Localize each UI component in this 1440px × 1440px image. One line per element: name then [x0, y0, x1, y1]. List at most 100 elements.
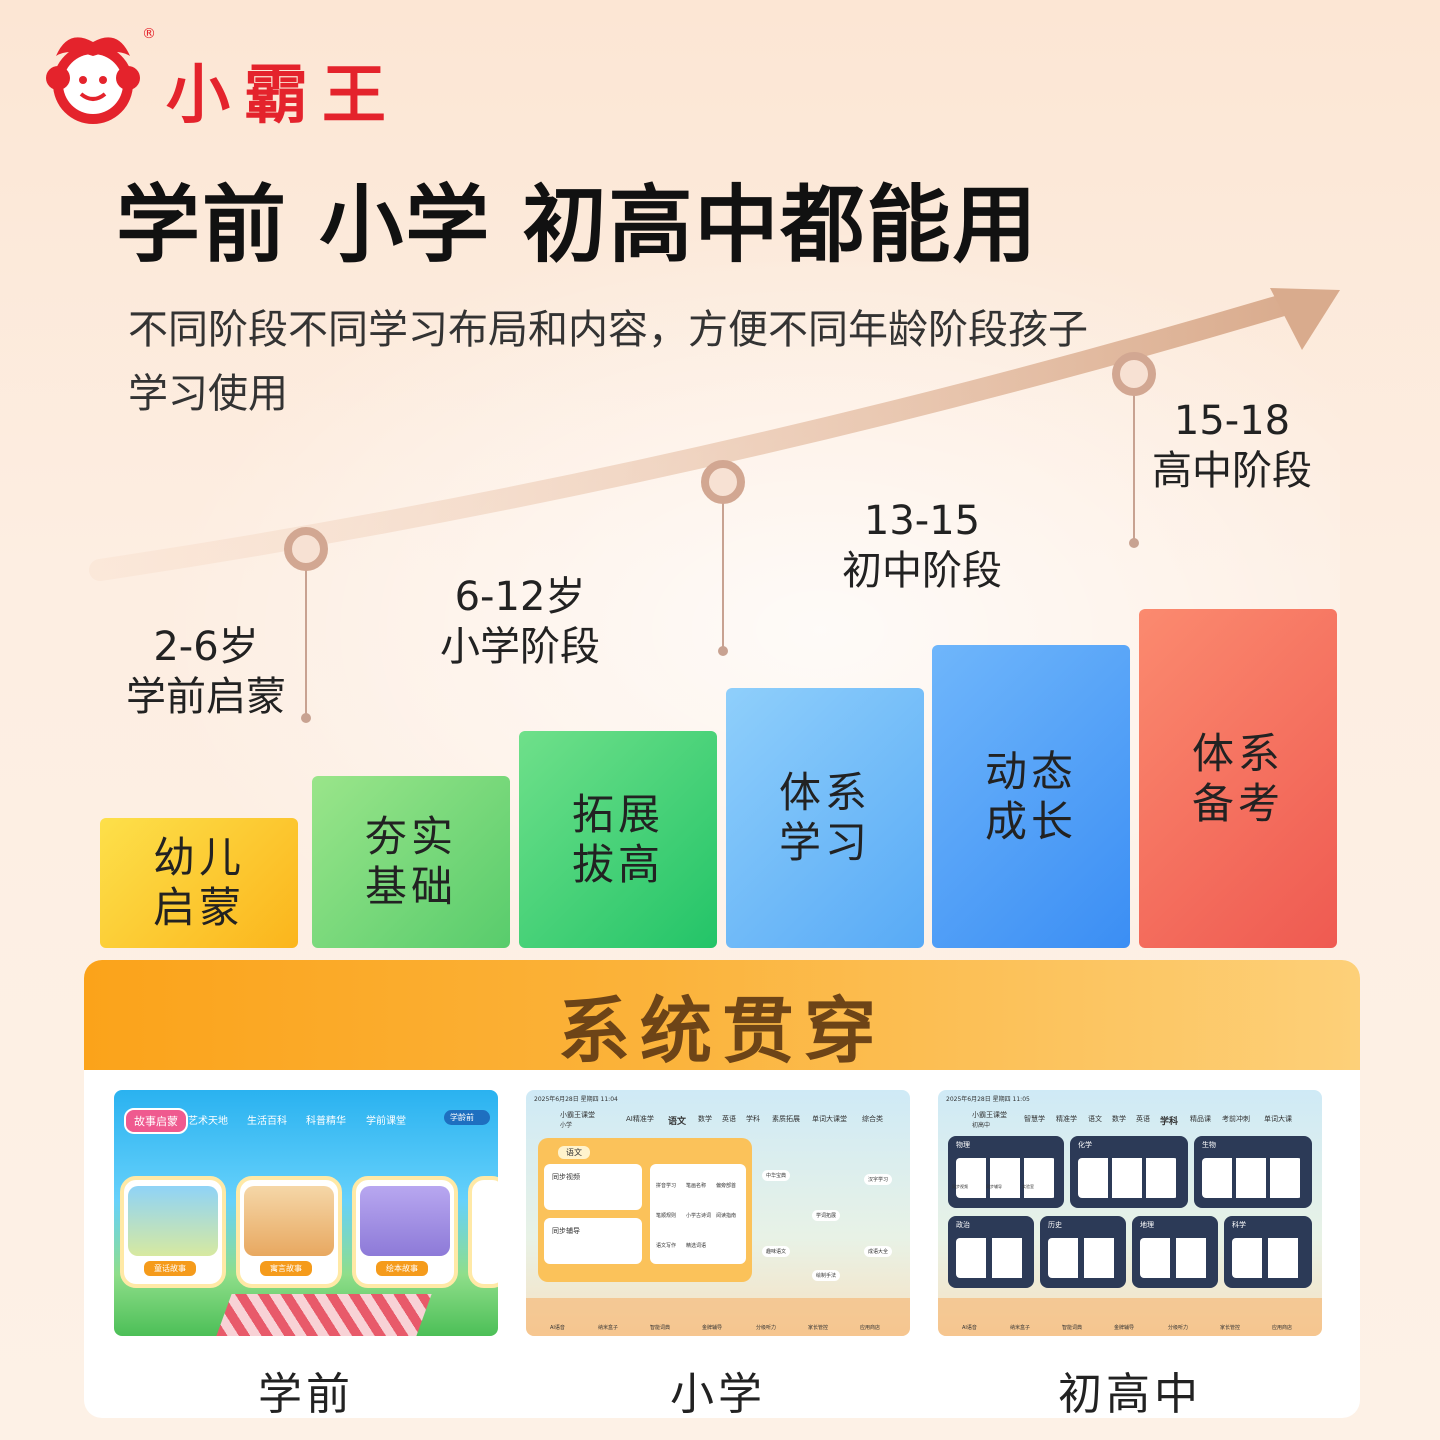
- tab[interactable]: 综合类: [862, 1115, 883, 1123]
- tab-story[interactable]: 故事启蒙: [124, 1108, 188, 1134]
- registered-mark: ®: [142, 26, 156, 42]
- screen-secondary: 2025年6月28日 星期四 11:05 小霸王课堂 初高中 智慧学 精准学 语…: [938, 1090, 1322, 1336]
- subject-card: 语文 同步视频 同步辅导 拼音学习 笔画名称 偏旁部首 笔顺规则 小学古诗词 阅…: [538, 1138, 752, 1282]
- dock: AI语音 纳米盒子 智能词典 金牌辅导 分级听力 家长管控 应用商店: [526, 1298, 910, 1336]
- stage-markers: [284, 352, 1156, 723]
- page-subtitle: 不同阶段不同学习布局和内容，方便不同年龄阶段孩子学习使用: [128, 307, 1088, 417]
- dock-item[interactable]: AI语音: [962, 1325, 977, 1331]
- dock-item[interactable]: 金牌辅导: [702, 1325, 723, 1331]
- grid-item[interactable]: 精选词语: [686, 1243, 707, 1249]
- step-bar-label: 夯实 基础: [364, 812, 457, 911]
- dock-item[interactable]: 智能词典: [650, 1325, 671, 1331]
- dock-item[interactable]: 家长管控: [1220, 1325, 1241, 1331]
- system-panel: 系统贯穿 故事启蒙 艺术天地 生活百科 科普精华 学前课堂 学龄前 童话故事 寓…: [84, 960, 1360, 1418]
- mascot-logo-icon: [46, 37, 140, 124]
- stage-name: 高中阶段: [1152, 448, 1312, 494]
- tab[interactable]: 数学: [698, 1115, 712, 1123]
- dock-item[interactable]: 分级听力: [1168, 1325, 1189, 1331]
- grid-item[interactable]: 阅读指南: [716, 1213, 737, 1219]
- grid-item[interactable]: 拼音学习: [656, 1183, 677, 1189]
- bubble[interactable]: 中华宝典: [762, 1170, 791, 1181]
- bubble[interactable]: 汉字学习: [864, 1174, 893, 1185]
- step-bar-4: 体系 学习: [726, 688, 924, 948]
- grid-item[interactable]: 笔顺规则: [656, 1213, 677, 1219]
- grid-item[interactable]: 小学古诗词: [686, 1213, 712, 1219]
- subject-name: 生物: [1202, 1141, 1216, 1149]
- story-card[interactable]: 童话故事: [120, 1176, 226, 1288]
- subject-tabs: AI精准学 语文 数学 英语 学科 素质拓展 单词大课堂 综合类: [626, 1114, 906, 1128]
- tab[interactable]: AI精准学: [626, 1115, 654, 1123]
- dock-item[interactable]: 智能词典: [1062, 1325, 1083, 1331]
- tab[interactable]: 素质拓展: [772, 1115, 800, 1123]
- grade-label: 初高中: [972, 1122, 991, 1129]
- bubble[interactable]: 绘制手法: [812, 1270, 841, 1281]
- tab-art[interactable]: 艺术天地: [188, 1116, 228, 1127]
- tab-life[interactable]: 生活百科: [247, 1116, 287, 1127]
- card-label: 童话故事: [144, 1261, 196, 1276]
- grid-item[interactable]: 笔画名称: [686, 1183, 707, 1189]
- subject-card-chemistry[interactable]: 化学: [1070, 1136, 1188, 1208]
- tab[interactable]: 单词大课堂: [812, 1115, 847, 1123]
- subject-card-history[interactable]: 历史: [1040, 1216, 1126, 1288]
- stage-age: 2-6岁: [153, 624, 259, 670]
- subject-card-politics[interactable]: 政治: [948, 1216, 1034, 1288]
- screen-label-primary: 小学: [670, 1369, 766, 1418]
- dock-item[interactable]: 应用商店: [1272, 1325, 1293, 1331]
- screen-primary: 2025年6月28日 星期四 11:04 小霸王课堂 小学 AI精准学 语文 数…: [526, 1090, 910, 1336]
- step-bar-6: 体系 备考: [1139, 609, 1337, 948]
- tool-label: 同步视频: [952, 1184, 968, 1189]
- sync-video-card[interactable]: 同步视频: [544, 1164, 642, 1210]
- screen-label-preschool: 学前: [258, 1369, 354, 1418]
- subject-card-physics[interactable]: 物理: [948, 1136, 1064, 1208]
- tab[interactable]: 语文: [668, 1117, 687, 1127]
- step-bar-2: 夯实 基础: [312, 776, 510, 948]
- grade-badge[interactable]: 学龄前: [444, 1110, 490, 1125]
- status-bar: 2025年6月28日 星期四 11:05: [946, 1096, 1030, 1103]
- dock-item[interactable]: 家长管控: [808, 1325, 829, 1331]
- tab[interactable]: 智慧学: [1024, 1115, 1045, 1123]
- stage-name: 小学阶段: [440, 624, 600, 670]
- tab[interactable]: 数学: [1112, 1115, 1126, 1123]
- tab[interactable]: 精准学: [1056, 1115, 1077, 1123]
- bubble[interactable]: 趣味语文: [762, 1246, 791, 1257]
- subject-card-biology[interactable]: 生物: [1194, 1136, 1312, 1208]
- tab[interactable]: 学科: [746, 1115, 760, 1123]
- tool-tiles: [956, 1238, 1026, 1278]
- story-card[interactable]: 绘本故事: [352, 1176, 458, 1288]
- tool-tiles: [956, 1158, 1056, 1198]
- subject-name: 化学: [1078, 1141, 1092, 1149]
- dock-item[interactable]: 分级听力: [756, 1325, 777, 1331]
- tab[interactable]: 英语: [1136, 1115, 1150, 1123]
- bubble-menu: 中华宝典 汉字学习 学词拓展 趣味语文 成语大全 绘制手法: [756, 1140, 906, 1290]
- tool-tiles: [1232, 1238, 1302, 1278]
- subject-card-science[interactable]: 科学: [1224, 1216, 1312, 1288]
- sync-tutor-card[interactable]: 同步辅导: [544, 1218, 642, 1264]
- stage-age: 6-12岁: [454, 574, 586, 620]
- tab[interactable]: 英语: [722, 1115, 736, 1123]
- picnic-blanket: [216, 1294, 432, 1336]
- dock-item[interactable]: 纳米盒子: [598, 1325, 619, 1331]
- tab-science[interactable]: 科普精华: [306, 1116, 346, 1127]
- tab[interactable]: 语文: [1088, 1115, 1102, 1123]
- dock-item[interactable]: AI语音: [550, 1325, 565, 1331]
- tab-class[interactable]: 学前课堂: [366, 1116, 406, 1127]
- dock-item[interactable]: 金牌辅导: [1114, 1325, 1135, 1331]
- grade-label: 小学: [560, 1122, 573, 1129]
- bubble[interactable]: 成语大全: [864, 1246, 893, 1257]
- card-label: 绘本故事: [376, 1261, 428, 1276]
- story-card-partial[interactable]: [468, 1176, 498, 1288]
- tab[interactable]: 精品课: [1190, 1115, 1211, 1123]
- tool-label: 实验室: [1022, 1184, 1034, 1189]
- dock-item[interactable]: 应用商店: [860, 1325, 881, 1331]
- tab[interactable]: 考前冲刺: [1222, 1115, 1250, 1123]
- grid-item[interactable]: 偏旁部首: [716, 1183, 737, 1189]
- app-name: 小霸王课堂: [560, 1111, 595, 1119]
- dock-item[interactable]: 纳米盒子: [1010, 1325, 1031, 1331]
- story-card[interactable]: 寓言故事: [236, 1176, 342, 1288]
- tab[interactable]: 单词大课: [1264, 1115, 1292, 1123]
- bubble[interactable]: 学词拓展: [812, 1210, 841, 1221]
- grid-item[interactable]: 语文写作: [656, 1243, 677, 1249]
- subject-card-geography[interactable]: 地理: [1132, 1216, 1218, 1288]
- tab[interactable]: 学科: [1160, 1117, 1179, 1127]
